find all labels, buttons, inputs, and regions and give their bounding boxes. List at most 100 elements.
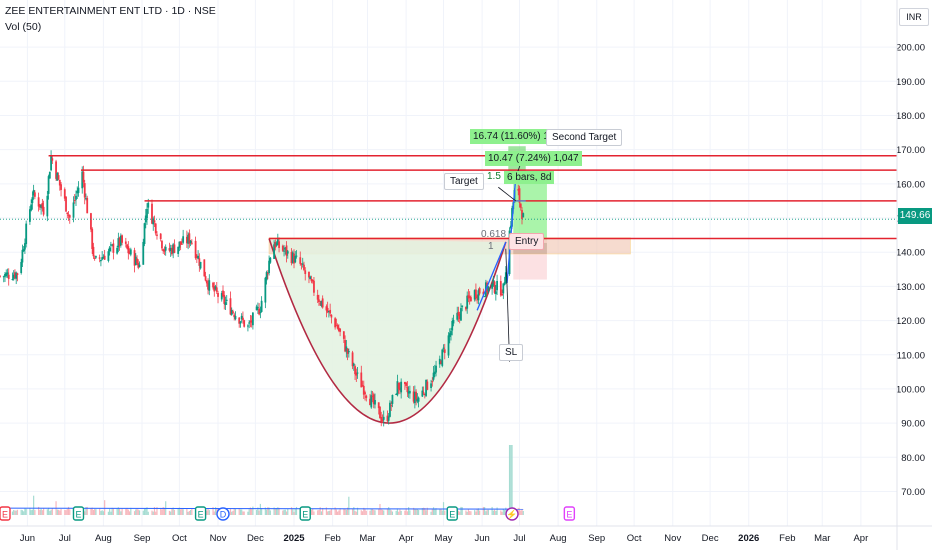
cup-fill <box>269 238 506 424</box>
candle-body <box>249 321 252 323</box>
candle-body <box>127 246 130 254</box>
y-tick-label: 80.00 <box>901 453 925 464</box>
x-tick-label: Nov <box>210 533 227 544</box>
volume-bar <box>264 507 266 515</box>
candle-body <box>222 290 224 296</box>
volume-bar <box>163 507 166 515</box>
candle-body <box>250 320 253 323</box>
second-target-label[interactable]: Second Target <box>546 129 623 146</box>
volume-bar <box>491 506 493 515</box>
candle-body <box>387 416 390 421</box>
candle-body <box>405 382 408 386</box>
volume-bar <box>439 509 441 515</box>
candle-body <box>224 302 227 305</box>
candle-body <box>189 240 192 244</box>
x-tick-label: Dec <box>247 533 264 544</box>
candle-body <box>311 279 314 282</box>
volume-bar <box>457 510 460 515</box>
event-marker[interactable]: E <box>0 506 11 521</box>
candle-body <box>173 244 176 253</box>
volume-bar <box>313 511 315 515</box>
fib-label-1: 1 <box>488 241 494 252</box>
candle-body <box>458 314 461 319</box>
candle-body <box>460 308 462 321</box>
trend-line-2 <box>506 176 517 284</box>
candle-body <box>203 259 206 277</box>
volume-bar <box>243 511 245 515</box>
candle-body <box>112 243 115 253</box>
volume-bar <box>511 445 513 515</box>
volume-bar <box>11 511 14 515</box>
candle-body <box>522 213 525 218</box>
x-tick-label: Aug <box>550 533 567 544</box>
volume-average-line <box>0 507 524 510</box>
y-tick-label: 90.00 <box>901 419 925 430</box>
y-tick-label: 110.00 <box>897 350 925 361</box>
event-marker-label: D <box>220 510 227 520</box>
volume-bar <box>492 510 494 515</box>
volume-bar <box>390 510 392 515</box>
candle-body <box>29 209 31 222</box>
volume-bar <box>95 509 97 515</box>
candle-body <box>335 325 338 327</box>
volume-bar <box>146 507 148 515</box>
sl-label[interactable]: SL <box>499 344 524 361</box>
x-tick-label: Nov <box>664 533 681 544</box>
volume-bar <box>312 508 314 515</box>
candle-body <box>518 188 521 203</box>
volume-bar <box>329 510 331 515</box>
x-tick-label: Feb <box>779 533 795 544</box>
volume-bar <box>521 508 523 515</box>
event-marker[interactable]: D <box>216 507 230 521</box>
event-marker-shape <box>72 506 85 521</box>
candle-body <box>154 223 157 234</box>
event-marker[interactable]: E <box>194 506 207 521</box>
candle-body <box>361 385 364 387</box>
volume-bar <box>293 511 295 515</box>
event-marker[interactable]: ⚡ <box>505 507 519 521</box>
candle-body <box>310 278 313 282</box>
candle-body <box>111 244 114 246</box>
event-marker[interactable]: E <box>72 506 85 521</box>
y-tick-label: 190.00 <box>896 77 925 88</box>
volume-bar <box>121 508 123 515</box>
volume-bar <box>242 511 244 515</box>
volume-bar <box>470 511 472 515</box>
volume-bar <box>15 510 17 515</box>
volume-bar <box>396 508 399 515</box>
candle-body <box>214 286 217 290</box>
candle-body <box>137 263 140 268</box>
event-marker[interactable]: E <box>446 506 458 521</box>
candle-body <box>169 247 172 251</box>
volume-bar <box>247 511 249 515</box>
event-marker[interactable]: E <box>299 506 311 521</box>
candle-body <box>118 237 121 246</box>
volume-bar <box>24 508 26 515</box>
volume-bar <box>475 511 477 515</box>
entry-label[interactable]: Entry <box>509 233 545 250</box>
candle-body <box>60 184 62 190</box>
candle-body <box>168 248 171 251</box>
candle-body <box>491 283 494 289</box>
candle-body <box>179 241 182 245</box>
resistance-lines[interactable] <box>0 155 897 240</box>
target-label[interactable]: Target <box>444 173 484 190</box>
candle-body <box>2 276 5 278</box>
event-marker-shape <box>216 507 230 521</box>
candle-body <box>142 241 145 265</box>
event-marker[interactable]: E <box>563 506 576 521</box>
candle-body <box>172 244 175 254</box>
currency-button[interactable]: INR <box>899 8 929 26</box>
candle-body <box>117 238 120 248</box>
events[interactable]: E E E D E E ⚡ E <box>0 506 576 521</box>
x-tick-label: Sep <box>588 533 605 544</box>
volume-bar <box>465 510 467 515</box>
volume-bar <box>23 511 25 515</box>
volume-bar <box>365 510 367 515</box>
candle-body <box>164 246 167 251</box>
candle-body <box>31 197 34 204</box>
volume-bar <box>319 507 321 515</box>
candle-body <box>194 240 197 259</box>
volume-bar <box>328 510 330 515</box>
